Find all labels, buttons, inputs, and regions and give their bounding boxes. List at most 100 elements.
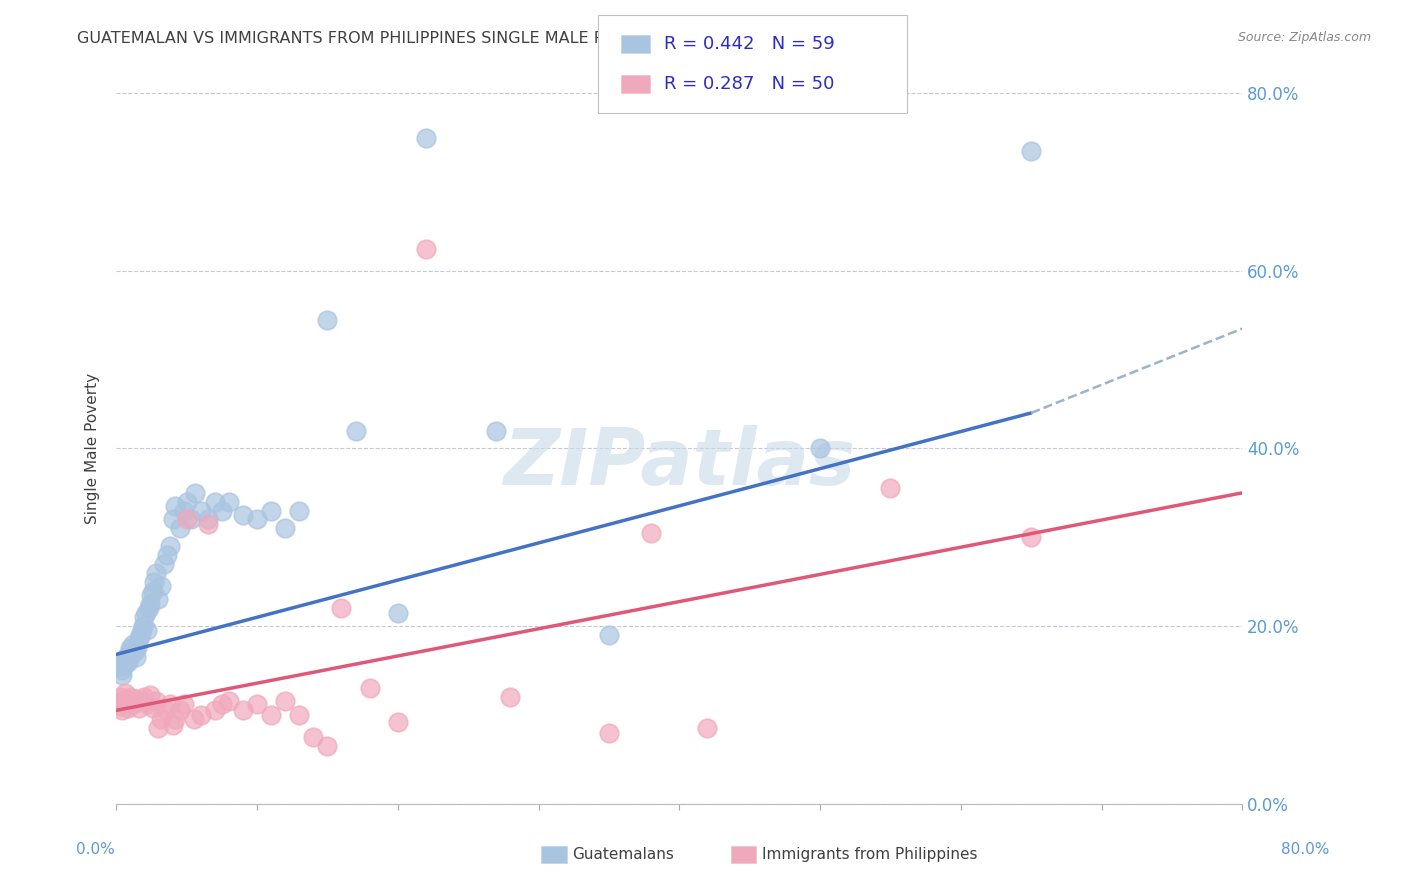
Point <box>141 588 163 602</box>
Point <box>288 503 311 517</box>
Point <box>879 482 901 496</box>
Point <box>598 628 620 642</box>
Point <box>120 641 142 656</box>
Point <box>155 703 177 717</box>
Point <box>132 619 155 633</box>
Point <box>211 503 233 517</box>
Point <box>190 707 212 722</box>
Point <box>232 508 254 522</box>
Point <box>142 583 165 598</box>
Point <box>129 628 152 642</box>
Point <box>139 597 162 611</box>
Point <box>135 606 157 620</box>
Point <box>125 650 148 665</box>
Point <box>156 548 179 562</box>
Point <box>115 650 138 665</box>
Point <box>173 503 195 517</box>
Point <box>387 606 409 620</box>
Point <box>131 694 153 708</box>
Point <box>232 703 254 717</box>
Point <box>138 601 160 615</box>
Point <box>359 681 381 695</box>
Point <box>330 601 353 615</box>
Y-axis label: Single Male Poverty: Single Male Poverty <box>86 373 100 524</box>
Point <box>1019 144 1042 158</box>
Point <box>808 442 831 456</box>
Point <box>128 632 150 647</box>
Point <box>150 712 173 726</box>
Point <box>134 690 156 704</box>
Point <box>118 694 141 708</box>
Point <box>499 690 522 704</box>
Point <box>169 703 191 717</box>
Point <box>696 721 718 735</box>
Point <box>134 610 156 624</box>
Point <box>246 697 269 711</box>
Text: 0.0%: 0.0% <box>76 842 115 856</box>
Point <box>115 691 138 706</box>
Point <box>173 697 195 711</box>
Point <box>204 494 226 508</box>
Point <box>316 312 339 326</box>
Point <box>142 700 165 714</box>
Point <box>121 648 143 662</box>
Point <box>124 644 146 658</box>
Point <box>218 694 240 708</box>
Point <box>260 503 283 517</box>
Point <box>118 646 141 660</box>
Point <box>218 494 240 508</box>
Point <box>165 499 187 513</box>
Point <box>598 725 620 739</box>
Point <box>274 521 297 535</box>
Point <box>111 703 134 717</box>
Point <box>260 707 283 722</box>
Point <box>110 655 132 669</box>
Point <box>485 424 508 438</box>
Point <box>148 721 170 735</box>
Point <box>122 697 145 711</box>
Text: Source: ZipAtlas.com: Source: ZipAtlas.com <box>1237 31 1371 45</box>
Point <box>110 690 132 704</box>
Text: R = 0.442   N = 59: R = 0.442 N = 59 <box>664 35 834 53</box>
Point <box>136 624 159 638</box>
Point <box>1019 530 1042 544</box>
Point <box>150 579 173 593</box>
Point <box>190 503 212 517</box>
Text: Guatemalans: Guatemalans <box>572 847 673 862</box>
Point <box>246 512 269 526</box>
Point <box>302 730 325 744</box>
Point <box>139 688 162 702</box>
Point <box>108 698 131 713</box>
Point <box>165 712 187 726</box>
Point <box>162 512 184 526</box>
Point <box>111 664 134 678</box>
Point <box>183 712 205 726</box>
Point <box>111 668 134 682</box>
Text: R = 0.287   N = 50: R = 0.287 N = 50 <box>664 75 834 93</box>
Point <box>176 494 198 508</box>
Point <box>122 637 145 651</box>
Point <box>387 714 409 729</box>
Point <box>316 739 339 753</box>
Point <box>288 707 311 722</box>
Point <box>112 659 135 673</box>
Point <box>145 694 167 708</box>
Point <box>176 512 198 526</box>
Point <box>117 655 139 669</box>
Point <box>136 697 159 711</box>
Point <box>125 691 148 706</box>
Point <box>115 657 138 671</box>
Point <box>180 512 202 526</box>
Point <box>415 242 437 256</box>
Point <box>344 424 367 438</box>
Point <box>162 718 184 732</box>
Point <box>145 566 167 580</box>
Point <box>128 700 150 714</box>
Text: ZIPatlas: ZIPatlas <box>503 425 855 500</box>
Text: Immigrants from Philippines: Immigrants from Philippines <box>762 847 977 862</box>
Text: GUATEMALAN VS IMMIGRANTS FROM PHILIPPINES SINGLE MALE POVERTY CORRELATION CHART: GUATEMALAN VS IMMIGRANTS FROM PHILIPPINE… <box>77 31 845 46</box>
Point <box>131 624 153 638</box>
Point <box>640 525 662 540</box>
Point <box>108 659 131 673</box>
Point <box>159 697 181 711</box>
